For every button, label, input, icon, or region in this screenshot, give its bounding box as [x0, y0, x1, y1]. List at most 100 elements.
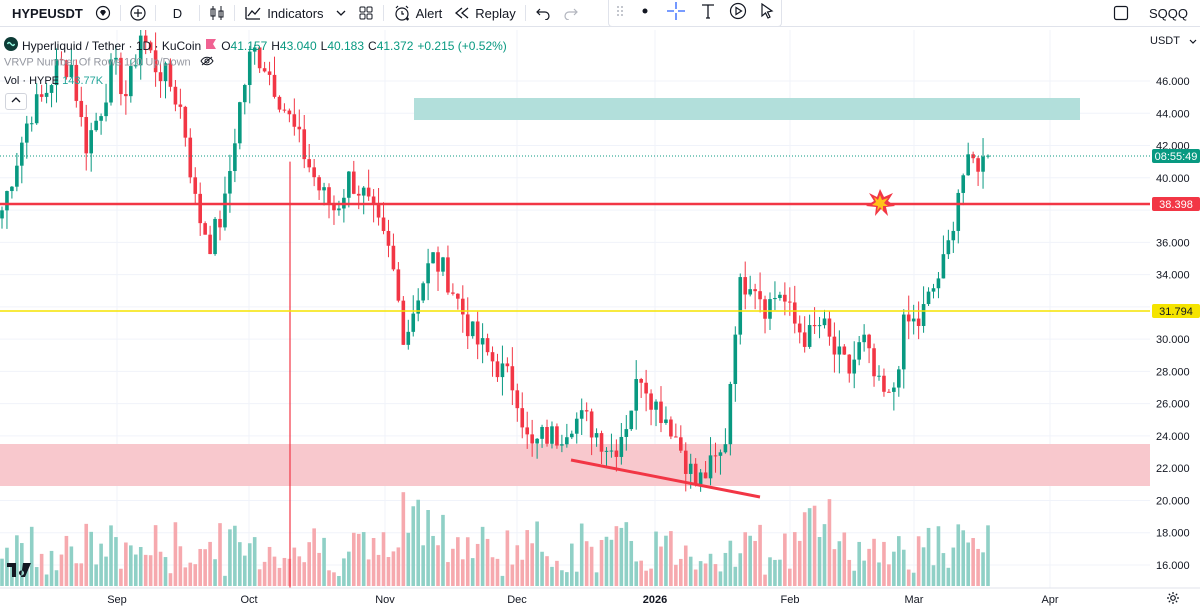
volume-bar	[634, 561, 639, 586]
candle-body	[163, 63, 168, 82]
indicators-button[interactable]: Indicators	[238, 0, 329, 26]
undo-button[interactable]	[529, 0, 557, 26]
symbol-options[interactable]	[89, 0, 117, 26]
chart-type-button[interactable]	[203, 0, 231, 26]
supply-zone[interactable]	[414, 98, 1080, 120]
last-price-badge	[1152, 149, 1200, 163]
vrvp-indicator-label[interactable]: VRVP Number Of Rows 120 Up/Down	[4, 56, 214, 69]
account-button[interactable]: SQQQ	[1143, 0, 1200, 26]
candle-body	[74, 64, 79, 101]
volume-bar	[535, 521, 539, 586]
yellow-level-label: 31.794	[1159, 306, 1193, 318]
price-tick-label: 22.000	[1156, 463, 1190, 475]
price-tick-label: 28.000	[1156, 366, 1190, 378]
candle-body	[59, 59, 64, 61]
volume-label: Vol · HYPE	[4, 75, 60, 87]
volume-bar	[986, 525, 990, 586]
volume-bar	[411, 506, 416, 586]
trend-line[interactable]	[570, 458, 761, 499]
candle-body	[24, 123, 29, 143]
demand-zone[interactable]	[0, 444, 1150, 486]
gear-icon[interactable]	[1166, 591, 1180, 610]
volume-bar	[520, 559, 525, 586]
close-key: C	[368, 38, 377, 53]
candle-body	[69, 64, 74, 78]
candle-body	[669, 419, 673, 437]
volume-bar	[773, 559, 777, 586]
drag-handle-icon[interactable]	[616, 4, 624, 22]
volume-bar	[302, 562, 307, 586]
interval-button[interactable]: D	[159, 0, 196, 26]
candle-body	[371, 196, 376, 205]
play-circle-icon[interactable]	[729, 2, 747, 25]
candle-body	[441, 257, 445, 272]
separator	[199, 5, 201, 21]
volume-bar	[20, 543, 24, 586]
candle-body	[916, 318, 921, 326]
interval-label: D	[172, 5, 183, 21]
candle-body	[649, 393, 653, 410]
symbol-title[interactable]: Hyperliquid / Tether · 1D · KuCoin	[22, 38, 202, 53]
volume-bar	[391, 551, 396, 586]
candle-body	[688, 463, 693, 474]
candle-body	[327, 187, 331, 205]
collapse-legend-button[interactable]	[5, 93, 27, 110]
chevron-up-icon	[11, 95, 21, 106]
alert-button[interactable]: Alert	[387, 0, 449, 26]
volume-bar	[832, 549, 837, 586]
volume-bar	[659, 546, 663, 586]
price-chart[interactable]: 46.00044.00042.00040.00036.00034.00030.0…	[0, 30, 1200, 609]
volume-bar	[857, 541, 861, 586]
volume-bar	[812, 505, 817, 586]
volume-bar	[758, 524, 762, 586]
replay-button[interactable]: Replay	[448, 0, 521, 26]
volume-bar	[84, 523, 89, 586]
volume-legend[interactable]: Vol · HYPE 143.77K	[4, 75, 103, 87]
candle-body	[515, 390, 520, 409]
symbol-search[interactable]: HYPEUSDT	[0, 0, 89, 26]
candle-body	[34, 94, 39, 124]
volume-bar	[788, 568, 792, 586]
volume-bar	[44, 574, 49, 586]
candle-body	[659, 401, 663, 423]
indicators-dropdown[interactable]	[330, 0, 352, 26]
volume-bar	[94, 564, 98, 586]
layouts-button[interactable]	[352, 0, 380, 26]
text-tool-icon[interactable]	[700, 2, 716, 25]
volume-bar	[956, 524, 961, 586]
volume-bar	[674, 564, 678, 586]
price-tick-label: 16.000	[1156, 560, 1190, 572]
currency-selector[interactable]: USDT	[1150, 35, 1197, 47]
volume-bar	[183, 567, 188, 586]
cursor-arrow-icon[interactable]	[760, 2, 774, 24]
flag-icon[interactable]	[205, 38, 217, 53]
candle-body	[133, 65, 138, 67]
volume-bar	[510, 564, 515, 586]
candle-body	[0, 210, 4, 219]
fullscreen-button[interactable]	[1107, 0, 1143, 26]
candle-body	[639, 379, 643, 383]
candle-body	[530, 434, 534, 444]
volume-bar	[49, 550, 54, 586]
price-axis[interactable]: 46.00044.00042.00040.00036.00034.00030.0…	[1150, 30, 1200, 590]
candle-body	[104, 102, 108, 117]
volume-bar	[218, 523, 222, 586]
candle-body	[119, 57, 123, 95]
candle-body	[614, 450, 619, 457]
volume-bar	[733, 566, 738, 586]
currency-label: USDT	[1150, 35, 1180, 47]
tradingview-logo-icon[interactable]	[6, 562, 32, 578]
crosshair-icon[interactable]	[666, 1, 686, 26]
compare-button[interactable]	[124, 0, 152, 26]
volume-bar	[525, 530, 530, 586]
candle-body	[322, 187, 326, 191]
redo-button[interactable]	[557, 0, 585, 26]
eye-hidden-icon[interactable]	[200, 56, 214, 69]
volume-bar	[569, 543, 574, 586]
time-axis[interactable]: Sep Oct Nov Dec 2026 Feb Mar Apr	[0, 587, 1200, 609]
candle-body	[173, 86, 178, 105]
candle-body	[500, 363, 505, 378]
dot-cursor-icon[interactable]	[637, 3, 653, 24]
candle-body	[292, 114, 297, 127]
volume-bar	[931, 565, 936, 586]
